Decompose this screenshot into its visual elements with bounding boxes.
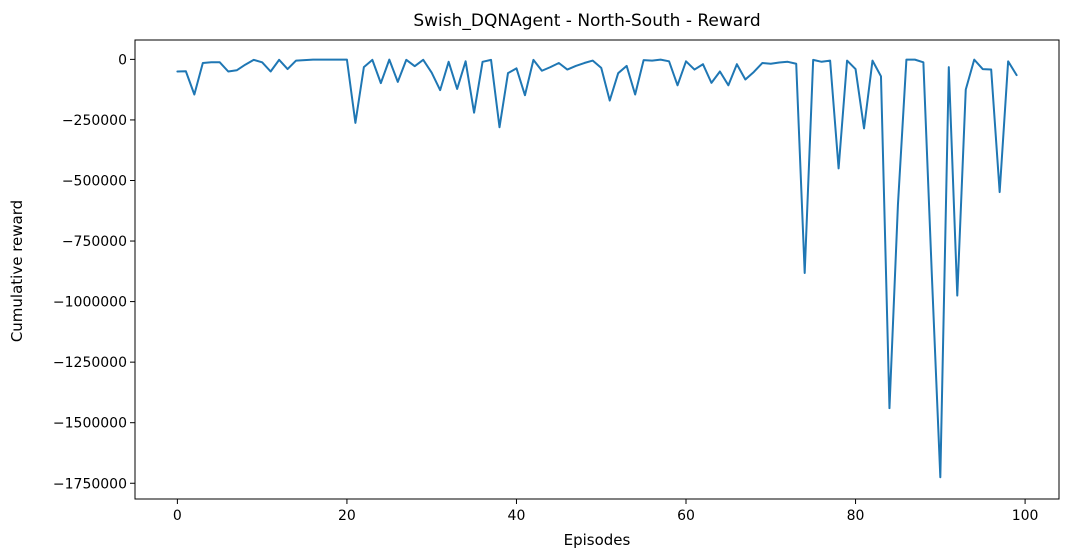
x-tick-label: 80 xyxy=(847,508,865,524)
y-tick-label: −1750000 xyxy=(53,476,127,492)
x-tick-label: 0 xyxy=(173,508,182,524)
series-line-0 xyxy=(176,58,1018,479)
x-tick-label: 60 xyxy=(677,508,695,524)
x-tick-label: 40 xyxy=(508,508,526,524)
x-axis-label: Episodes xyxy=(564,531,631,549)
series-layer xyxy=(176,58,1018,479)
chart-title: Swish_DQNAgent - North-South - Reward xyxy=(413,11,760,31)
x-tick-label: 20 xyxy=(338,508,356,524)
y-tick-label: −500000 xyxy=(62,173,127,189)
axis-ticks: 0 20 40 60 80 100 0 −250000 −500000 −750000 −10000… xyxy=(53,52,1039,524)
y-axis-label: Cumulative reward xyxy=(8,200,26,342)
y-tick-label: 0 xyxy=(118,52,127,68)
y-tick-label: −750000 xyxy=(62,234,127,250)
y-tick-label: −1250000 xyxy=(53,355,127,371)
y-tick-label: −250000 xyxy=(62,113,127,129)
y-tick-label: −1000000 xyxy=(53,295,127,311)
x-tick-label: 100 xyxy=(1012,508,1039,524)
plot-frame xyxy=(134,39,1060,500)
y-tick-label: −1500000 xyxy=(53,416,127,432)
